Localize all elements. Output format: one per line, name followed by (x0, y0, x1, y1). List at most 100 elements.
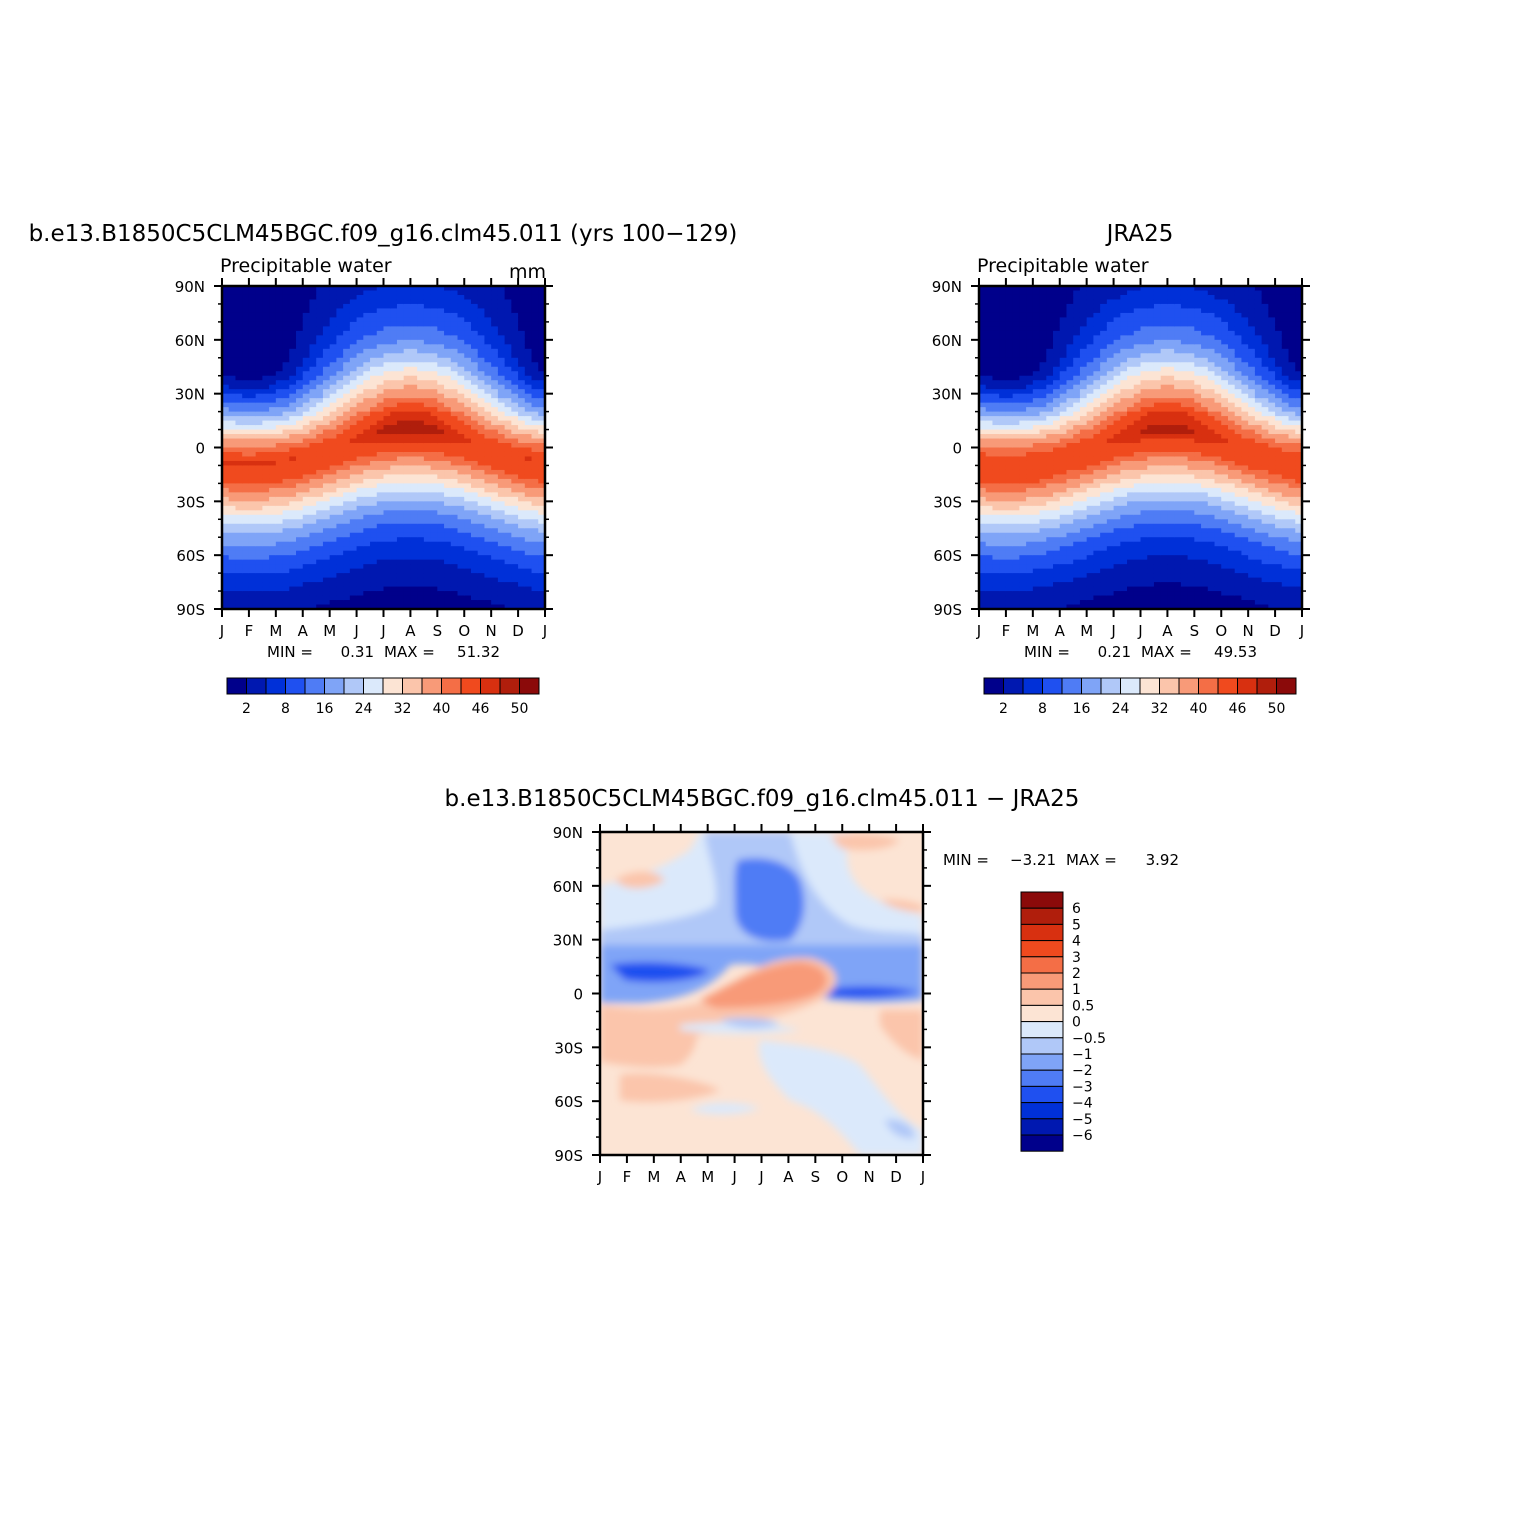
field-cell (477, 501, 486, 507)
colorbar-swatch (265, 677, 286, 695)
field-cell (1032, 510, 1041, 516)
field-cell (1039, 380, 1047, 386)
field-cell (363, 425, 371, 431)
field-cell (356, 595, 364, 601)
field-cell (336, 451, 344, 458)
field-cell (1066, 366, 1074, 372)
field-cell (437, 299, 445, 305)
field-cell (538, 290, 546, 296)
field-cell (275, 335, 284, 341)
field-cell (282, 559, 290, 565)
field-cell (497, 393, 506, 399)
field-cell (410, 550, 418, 556)
field-cell (417, 339, 425, 345)
field-cell (396, 528, 405, 534)
field-cell (343, 384, 351, 390)
field-cell (282, 586, 290, 592)
field-cell (1039, 559, 1047, 565)
field-cell (450, 326, 459, 332)
field-cell (370, 371, 378, 377)
field-cell (322, 600, 331, 606)
field-cell (289, 514, 297, 520)
field-cell (511, 577, 519, 583)
field-cell (1046, 523, 1054, 529)
field-cell (222, 294, 230, 301)
field-cell (343, 366, 351, 372)
field-cell (979, 469, 987, 476)
field-cell (343, 407, 351, 413)
field-cell (269, 416, 277, 422)
field-cell (531, 371, 539, 377)
field-cell (450, 577, 459, 583)
field-cell (363, 523, 371, 529)
field-cell (1066, 564, 1074, 570)
field-cell (349, 550, 358, 556)
field-cell (491, 357, 499, 363)
field-cell (343, 550, 351, 556)
field-cell (417, 514, 425, 520)
field-cell (282, 582, 290, 588)
field-cell (309, 420, 317, 426)
field-cell (1093, 573, 1101, 579)
field-cell (242, 577, 250, 583)
field-cell (376, 294, 385, 301)
field-cell (1032, 290, 1041, 296)
field-cell (504, 402, 512, 408)
field-cell (1100, 523, 1108, 529)
field-cell (275, 398, 284, 404)
field-cell (524, 600, 533, 606)
field-cell (524, 348, 533, 354)
field-cell (423, 348, 432, 354)
field-cell (430, 380, 438, 386)
field-cell (329, 380, 337, 386)
field-cell (531, 317, 539, 323)
field-cell (484, 308, 492, 314)
field-cell (1019, 541, 1027, 547)
field-cell (430, 407, 438, 413)
field-cell (450, 348, 459, 354)
field-cell (228, 519, 237, 525)
field-cell (1019, 425, 1027, 431)
field-cell (376, 303, 385, 310)
field-cell (470, 483, 479, 489)
field-cell (444, 586, 452, 592)
field-cell (1032, 496, 1041, 502)
field-cell (316, 447, 324, 453)
colorbar-swatch (402, 677, 423, 695)
field-cell (235, 514, 243, 520)
field-cell (370, 465, 378, 471)
field-cell (484, 577, 492, 583)
field-cell (396, 380, 405, 386)
field-cell (484, 375, 492, 381)
field-cell (329, 398, 337, 404)
field-cell (1106, 505, 1115, 511)
field-cell (1066, 317, 1074, 323)
colorbar-label: 24 (355, 701, 373, 717)
field-cell (390, 375, 398, 381)
field-cell (329, 595, 337, 601)
field-cell (457, 335, 465, 341)
field-cell (491, 384, 499, 390)
field-cell (248, 371, 257, 377)
field-cell (464, 375, 472, 381)
field-cell (336, 514, 344, 520)
field-cell (255, 447, 263, 453)
field-cell (518, 330, 526, 336)
field-cell (302, 492, 311, 498)
field-cell (248, 335, 257, 341)
field-cell (985, 389, 994, 395)
field-cell (376, 505, 385, 511)
field-cell (282, 487, 290, 493)
field-cell (222, 353, 230, 359)
field-cell (464, 443, 472, 449)
field-cell (410, 591, 418, 597)
field-cell (1005, 348, 1014, 354)
field-cell (228, 294, 237, 301)
field-cell (275, 330, 284, 336)
field-cell (985, 492, 994, 498)
field-cell (1106, 420, 1115, 426)
field-cell (396, 541, 405, 547)
field-cell (235, 591, 243, 597)
field-cell (985, 308, 994, 314)
field-cell (464, 366, 472, 372)
